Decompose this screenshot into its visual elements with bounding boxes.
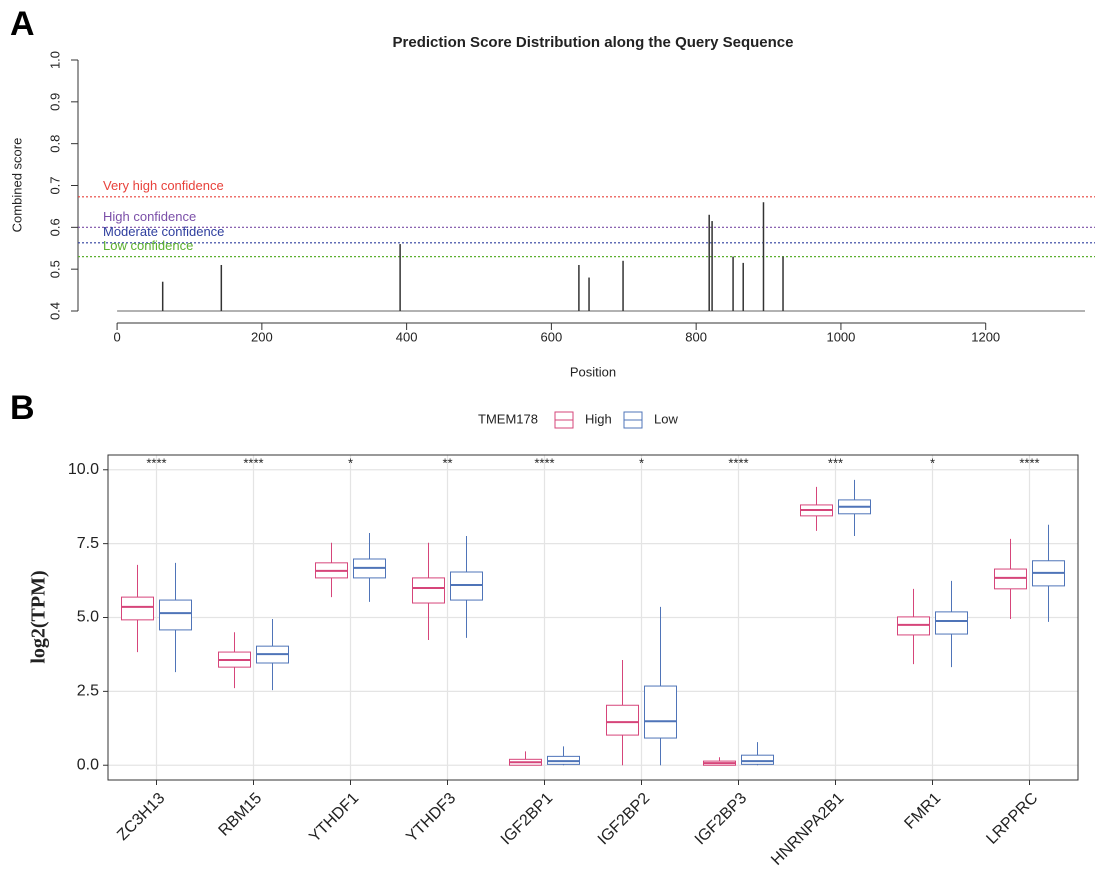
x-tick-label: HNRNPA2B1 [768, 790, 847, 869]
box [644, 685, 677, 739]
panel-label: A [10, 5, 35, 43]
significance: * [639, 455, 644, 470]
box [897, 616, 930, 636]
x-tick-label: 400 [396, 329, 418, 344]
x-tick-label: RBM15 [216, 790, 266, 840]
y-tick-label: 0.5 [47, 260, 62, 278]
x-axis-label: Position [570, 364, 616, 379]
significance: **** [728, 455, 748, 470]
y-tick-label: 0.4 [47, 302, 62, 320]
y-tick-label: 0.8 [47, 135, 62, 153]
x-tick-label: IGF2BP3 [692, 790, 751, 849]
plot-border [107, 454, 1079, 781]
y-tick-label: 0.6 [47, 218, 62, 236]
x-tick-label: YTHDF3 [403, 790, 459, 846]
y-tick-label: 0.9 [47, 93, 62, 111]
y-axis-label: log2(TPM) [28, 570, 50, 663]
threshold-label: Very high confidence [103, 178, 224, 193]
threshold-label: Low confidence [103, 238, 193, 253]
box [121, 596, 154, 621]
significance: **** [243, 455, 263, 470]
significance: **** [146, 455, 166, 470]
threshold-label: High confidence [103, 209, 196, 224]
chart-title: Prediction Score Distribution along the … [393, 34, 794, 51]
x-tick-label: 1000 [826, 329, 855, 344]
box [159, 599, 192, 631]
x-tick-label: IGF2BP1 [498, 790, 557, 849]
significance: *** [828, 455, 843, 470]
significance: **** [1019, 455, 1039, 470]
y-axis-label: Combined score [9, 138, 24, 233]
box [412, 577, 445, 604]
y-tick-label: 0.0 [77, 756, 99, 773]
x-tick-label: 600 [541, 329, 563, 344]
x-tick-label: 800 [685, 329, 707, 344]
y-tick-label: 10.0 [68, 461, 99, 478]
legend-title: TMEM178 [478, 411, 538, 426]
panel-label: B [10, 389, 35, 427]
threshold-label: Moderate confidence [103, 224, 224, 239]
y-tick-label: 1.0 [47, 51, 62, 69]
significance: **** [534, 455, 554, 470]
y-tick-label: 0.7 [47, 176, 62, 194]
y-tick-label: 5.0 [77, 609, 99, 626]
x-tick-label: YTHDF1 [306, 790, 362, 846]
significance: * [348, 455, 353, 470]
x-tick-label: FMR1 [901, 790, 944, 833]
box [606, 704, 639, 736]
x-tick-label: 1200 [971, 329, 1000, 344]
legend-label: High [585, 411, 612, 426]
x-tick-label: 0 [113, 329, 120, 344]
x-tick-label: IGF2BP2 [595, 790, 654, 849]
significance: * [930, 455, 935, 470]
legend-label: Low [654, 411, 678, 426]
box [994, 568, 1027, 590]
significance: ** [442, 455, 452, 470]
box [741, 754, 774, 765]
y-tick-label: 2.5 [77, 683, 99, 700]
x-tick-label: 200 [251, 329, 273, 344]
box [450, 571, 483, 601]
box [935, 611, 968, 635]
x-tick-label: LRPPRC [983, 790, 1041, 848]
y-tick-label: 7.5 [77, 535, 99, 552]
x-tick-label: ZC3H13 [114, 790, 168, 844]
